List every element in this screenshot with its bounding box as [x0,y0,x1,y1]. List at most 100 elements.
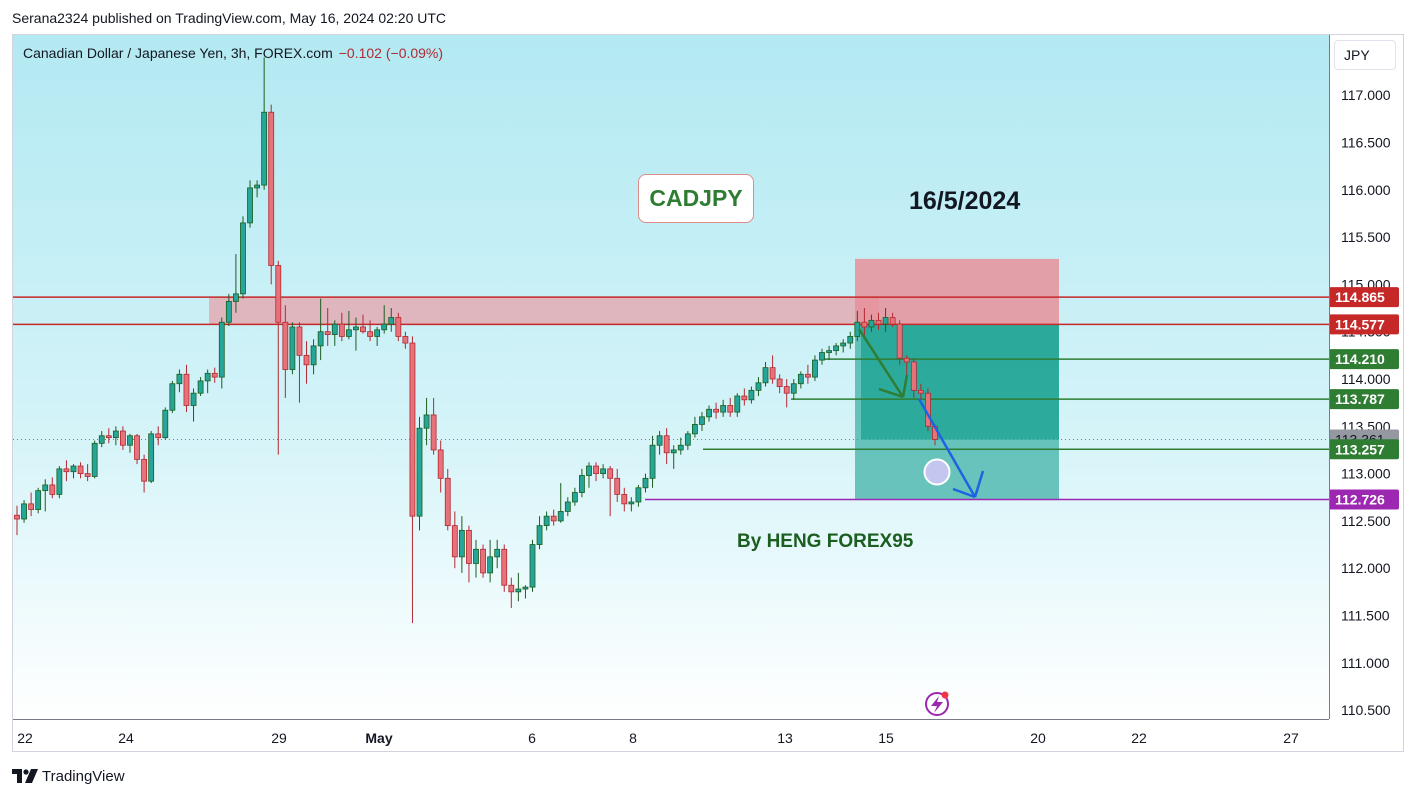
candle-body [720,405,727,413]
projection-circle [923,458,951,486]
time-tick-label: 20 [1030,730,1046,746]
candle-body [473,548,479,564]
candle-body [642,477,649,489]
candle-body [571,492,578,503]
price-level-badge [1329,287,1399,308]
candle-body [762,367,769,384]
candle-body [677,444,684,451]
candle-body [550,515,557,522]
candle-body [917,389,924,394]
candlestick-chart[interactable]: 110.500 111.000 111.500 112.000 112.500 113.0… [13,35,1404,752]
price-tick-label: 111.500 [1341,608,1390,624]
candle-body [112,430,119,439]
candle-body [296,326,303,356]
candle-body [614,477,621,495]
chart-panel[interactable]: 110.500 111.000 111.500 112.000 112.500 113.0… [12,34,1404,752]
candle-body [261,111,268,186]
candle-body [536,525,543,545]
candle-body [812,359,818,378]
date-annotation: 16/5/2024 [909,187,1021,215]
candle-body [494,548,501,558]
price-tick-label: 112.500 [1341,513,1391,529]
price-level-badge-label: 113.257 [1335,441,1385,457]
candle-body [579,475,585,493]
price-level-badge [1329,349,1399,370]
resistance-zone [209,297,879,325]
candle-body [458,529,465,558]
candle-body [840,342,847,347]
brand-name: TradingView [42,767,125,785]
candle-body [797,373,804,385]
price-change: −0.102 (−0.09%) [338,45,444,61]
candle-body [374,329,381,337]
candle-body [593,465,599,475]
candle-body [28,503,35,510]
candle-body [522,586,529,590]
author-annotation: By HENG FOREX95 [737,531,914,552]
price-level-badge [1329,489,1399,510]
candle-body [437,449,444,479]
candle-body [804,373,811,378]
candle-body [861,321,868,328]
candle-body [889,317,896,325]
candle-body [225,301,232,323]
candle-body [423,414,430,429]
candle-body [35,490,42,510]
tradingview-brand[interactable]: TradingView [12,766,125,786]
symbol-legend[interactable]: Canadian Dollar / Japanese Yen, 3h, FORE… [23,45,443,61]
candle-body [628,501,635,505]
candle-body [353,326,359,331]
time-axis-border [13,719,1329,720]
candle-body [91,442,98,477]
candle-body [748,389,755,401]
candle-body [543,515,550,527]
candle-body [670,449,677,454]
candle-body [275,265,282,323]
candle-body [833,345,840,352]
candle-body [233,293,239,302]
candle-body [77,465,84,475]
candle-body [847,336,854,344]
candle-body [755,382,762,391]
candle-body [684,433,691,446]
candle-body [910,361,917,391]
candle-body [84,473,91,477]
price-level-badge-label: 113.787 [1335,391,1385,407]
time-tick-label: 13 [777,730,793,746]
candle-body [388,317,395,325]
candle-body [190,392,197,406]
price-tick-label: 117.000 [1341,87,1391,103]
price-level-badge-label: 114.865 [1335,289,1385,305]
price-level-badge [1329,439,1399,460]
price-tick-label: 114.000 [1341,371,1391,387]
time-tick-label: 29 [271,730,287,746]
candle-body [338,323,345,337]
currency-button[interactable]: JPY [1334,40,1396,70]
candle-body [141,459,148,482]
price-tick-label: 116.000 [1341,182,1391,198]
time-tick-label: 15 [878,730,894,746]
symbol-name: Canadian Dollar / Japanese Yen, 3h, FORE… [23,45,333,61]
price-level-badge-label: 114.210 [1335,351,1385,367]
stop-loss-zone [855,258,1059,325]
candle-body [70,465,77,473]
candle-body [649,444,656,479]
arrow-path-green [857,328,905,398]
candle-body [289,326,296,370]
candle-body [282,321,289,370]
candle-body [699,416,705,425]
candle-body [197,380,204,394]
candle-body [162,409,169,439]
candle-body [169,383,176,411]
candle-body [515,588,522,593]
candle-body [586,465,592,476]
candle-body [148,433,155,482]
candle-body [49,484,56,495]
candle-body [310,345,317,366]
published-caption: Serana2324 published on TradingView.com,… [12,10,447,26]
time-tick-label: May [365,730,392,746]
plot-area[interactable] [13,35,1329,719]
open-profit-zone [861,324,1059,440]
candle-body [303,354,310,366]
candle-body [381,323,388,331]
